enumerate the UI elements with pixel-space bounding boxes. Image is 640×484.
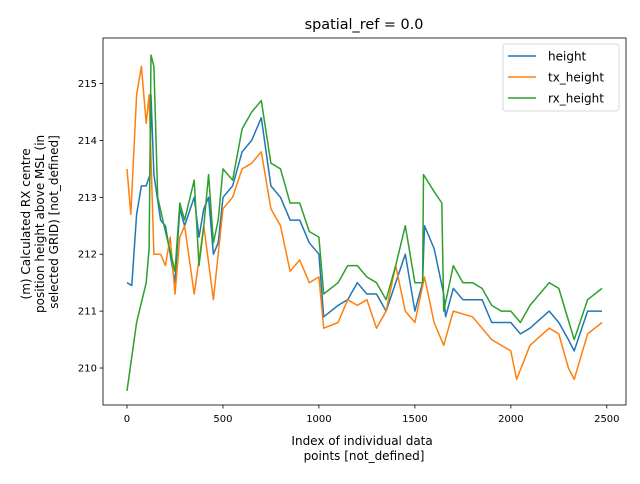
y-tick-label: 214 (78, 136, 97, 147)
series-line-rx-height (126, 54, 603, 391)
series-line-tx-height (126, 65, 603, 381)
y-tick-label: 211 (78, 307, 97, 318)
legend-label: tx_height (548, 71, 604, 85)
x-axis-label-line: points [not_defined] (304, 449, 425, 463)
legend-label: rx_height (548, 92, 604, 106)
chart-title: spatial_ref = 0.0 (305, 17, 424, 33)
x-axis-label-line: Index of individual data (291, 434, 432, 448)
x-tick-label: 1500 (402, 414, 427, 425)
y-axis-label-line: selected GRID) [not_defined] (47, 135, 61, 309)
plot-area: 0 500 1000 1500 2000 2500 210 211 212 213 214 215 he… (78, 37, 627, 425)
y-axis-label: (m) Calculated RX centre position height… (19, 131, 61, 313)
x-tick-label: 2000 (498, 414, 523, 425)
x-tick-label: 0 (124, 414, 130, 425)
y-axis-label-line: (m) Calculated RX centre (19, 148, 33, 299)
y-axis-label-line: position height above MSL (in (33, 135, 47, 313)
x-tick-label: 2500 (594, 414, 619, 425)
y-tick-label: 213 (78, 193, 97, 204)
x-tick-label: 1000 (306, 414, 331, 425)
series-line-height (126, 94, 602, 352)
y-tick-label: 210 (78, 364, 97, 375)
y-tick-label: 212 (78, 250, 97, 261)
y-tick-label: 215 (78, 79, 97, 90)
axes-frame (102, 37, 627, 406)
x-tick-label: 500 (213, 414, 232, 425)
legend-box (502, 43, 620, 112)
x-axis-label: Index of individual data points [not_def… (291, 434, 436, 463)
legend-label: height (548, 50, 587, 64)
